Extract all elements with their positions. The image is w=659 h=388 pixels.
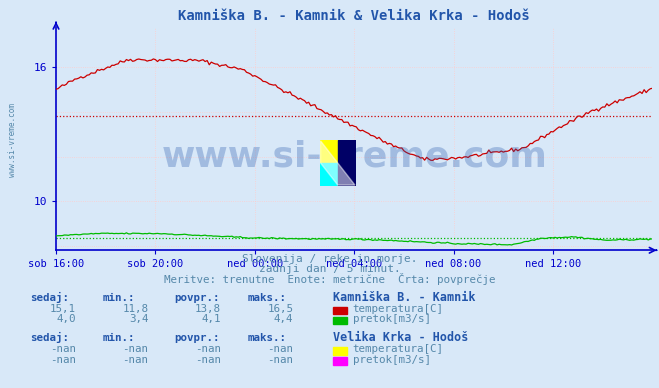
Text: min.:: min.: [102, 293, 134, 303]
Text: pretok[m3/s]: pretok[m3/s] [353, 355, 430, 365]
Polygon shape [320, 141, 355, 185]
Title: Kamniška B. - Kamnik & Velika Krka - Hodoš: Kamniška B. - Kamnik & Velika Krka - Hod… [179, 9, 530, 23]
Bar [320, 163, 338, 186]
Text: 15,1: 15,1 [50, 304, 76, 314]
Text: -nan: -nan [123, 344, 148, 354]
Text: -nan: -nan [50, 355, 76, 365]
Text: temperatura[C]: temperatura[C] [353, 304, 444, 314]
Text: 4,1: 4,1 [201, 314, 221, 324]
Text: 16,5: 16,5 [268, 304, 293, 314]
Text: maks.:: maks.: [247, 293, 286, 303]
Text: 3,4: 3,4 [129, 314, 148, 324]
Text: min.:: min.: [102, 333, 134, 343]
Text: Meritve: trenutne  Enote: metrične  Črta: povprečje: Meritve: trenutne Enote: metrične Črta: … [163, 273, 496, 285]
Text: Kamniška B. - Kamnik: Kamniška B. - Kamnik [333, 291, 475, 304]
Text: zadnji dan / 5 minut.: zadnji dan / 5 minut. [258, 264, 401, 274]
Text: -nan: -nan [123, 355, 148, 365]
Text: povpr.:: povpr.: [175, 333, 220, 343]
Bar [320, 140, 338, 163]
Text: Slovenija / reke in morje.: Slovenija / reke in morje. [242, 254, 417, 264]
Text: -nan: -nan [268, 355, 293, 365]
Text: 13,8: 13,8 [195, 304, 221, 314]
Text: www.si-vreme.com: www.si-vreme.com [161, 140, 547, 173]
Text: -nan: -nan [195, 355, 221, 365]
Text: sedaj:: sedaj: [30, 292, 69, 303]
Text: maks.:: maks.: [247, 333, 286, 343]
Bar [338, 140, 356, 186]
Text: 4,0: 4,0 [56, 314, 76, 324]
Text: pretok[m3/s]: pretok[m3/s] [353, 314, 430, 324]
Text: -nan: -nan [268, 344, 293, 354]
Text: www.si-vreme.com: www.si-vreme.com [8, 103, 17, 177]
Text: sedaj:: sedaj: [30, 333, 69, 343]
Text: -nan: -nan [50, 344, 76, 354]
Text: -nan: -nan [195, 344, 221, 354]
Text: temperatura[C]: temperatura[C] [353, 344, 444, 354]
Text: 11,8: 11,8 [123, 304, 148, 314]
Text: povpr.:: povpr.: [175, 293, 220, 303]
Text: Velika Krka - Hodoš: Velika Krka - Hodoš [333, 331, 468, 345]
Text: 4,4: 4,4 [273, 314, 293, 324]
